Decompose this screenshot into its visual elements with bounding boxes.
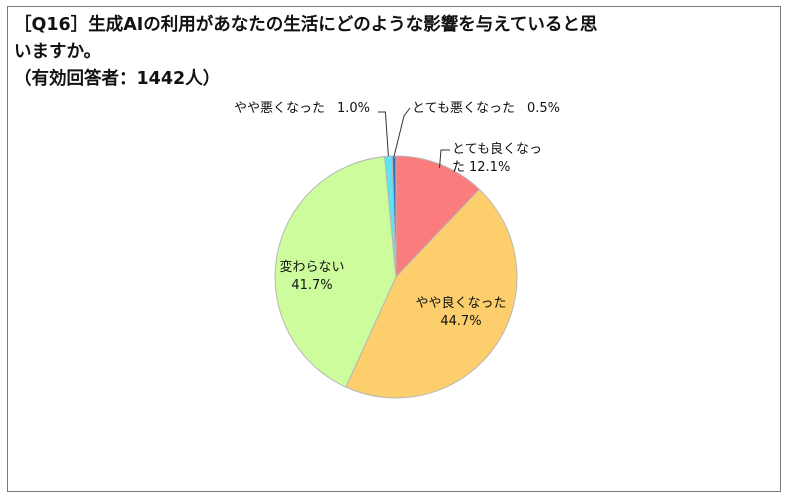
- chart-title: ［Q16］生成AIの利用があなたの生活にどのような影響を与えていると思 いますか…: [14, 12, 714, 93]
- pie-slice-2: [274, 155, 397, 388]
- leader-line-slice-3: [378, 111, 389, 157]
- label-slice-4-name: とても悪くなった: [412, 101, 515, 116]
- label-slice-4-value: 0.5%: [527, 101, 560, 116]
- leader-lines: [378, 107, 450, 169]
- leader-line-slice-0: [439, 149, 450, 169]
- pie-slice-0: [395, 155, 481, 279]
- label-slice-2-name: 変わらない: [279, 259, 344, 275]
- label-slice-3-name: やや悪くなった: [234, 101, 325, 116]
- label-slice-0-name-b: た: [452, 160, 465, 175]
- label-slice-0-name-a: とても良くなっ: [452, 141, 542, 157]
- title-line-1: ［Q16］生成AIの利用があなたの生活にどのような影響を与えていると思: [14, 15, 598, 35]
- label-slice-3-value: 1.0%: [337, 101, 370, 116]
- label-slice-0-value: 12.1%: [469, 160, 510, 175]
- pie-slices: [274, 155, 518, 399]
- pie-slice-4: [391, 155, 397, 278]
- pie-slice-1: [345, 188, 518, 399]
- title-line-3: （有効回答者：1442人）: [14, 69, 221, 89]
- label-slice-1-name: やや良くなった: [415, 295, 506, 311]
- leader-line-slice-4: [393, 107, 411, 157]
- label-slice-2-value: 41.7%: [291, 278, 332, 293]
- title-line-2: いますか。: [14, 42, 102, 62]
- label-slice-1-value: 44.7%: [440, 314, 481, 329]
